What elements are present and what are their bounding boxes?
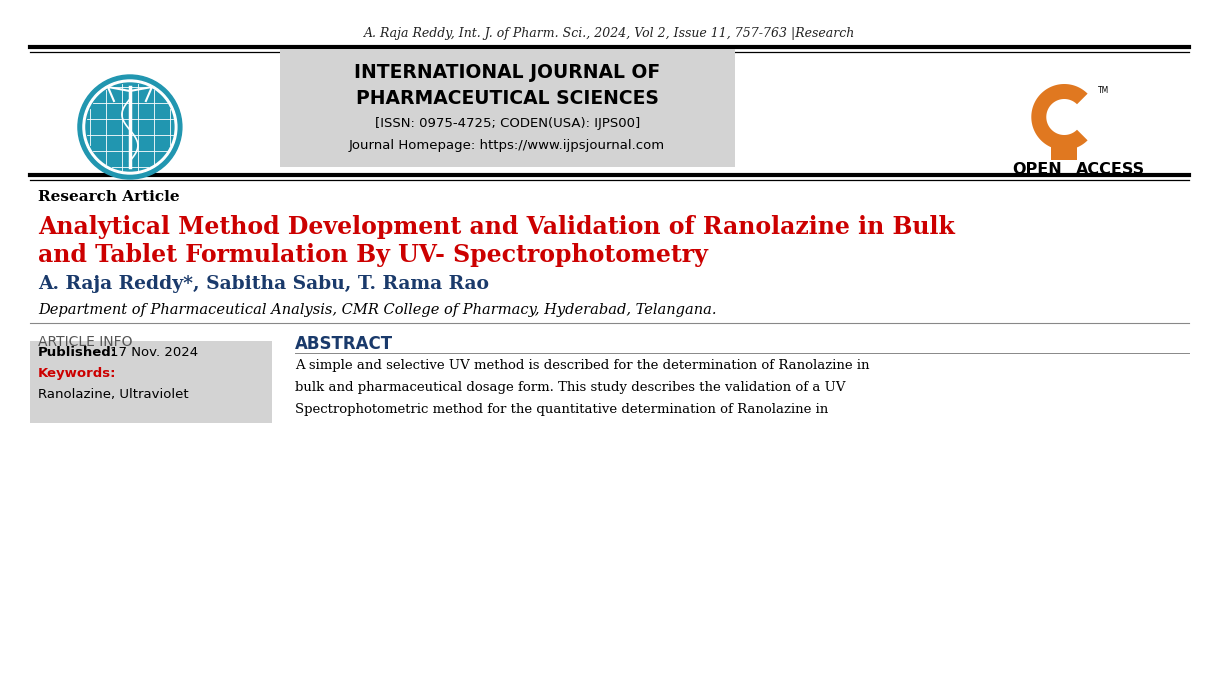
- Circle shape: [85, 83, 174, 171]
- Text: ABSTRACT: ABSTRACT: [295, 335, 393, 353]
- Text: 17 Nov. 2024: 17 Nov. 2024: [110, 346, 198, 359]
- Circle shape: [83, 80, 177, 174]
- Text: Journal Homepage: https://www.ijpsjournal.com: Journal Homepage: https://www.ijpsjourna…: [349, 139, 665, 152]
- Text: Research Article: Research Article: [38, 190, 179, 204]
- Text: ACCESS: ACCESS: [1076, 162, 1146, 177]
- FancyBboxPatch shape: [30, 341, 272, 423]
- Text: PHARMACEUTICAL SCIENCES: PHARMACEUTICAL SCIENCES: [356, 89, 659, 108]
- Text: TM: TM: [1098, 86, 1109, 95]
- FancyBboxPatch shape: [279, 49, 734, 167]
- Text: [ISSN: 0975-4725; CODEN(USA): IJPS00]: [ISSN: 0975-4725; CODEN(USA): IJPS00]: [375, 117, 639, 130]
- Text: Spectrophotometric method for the quantitative determination of Ranolazine in: Spectrophotometric method for the quanti…: [295, 403, 828, 416]
- Polygon shape: [1031, 84, 1087, 150]
- Text: INTERNATIONAL JOURNAL OF: INTERNATIONAL JOURNAL OF: [354, 63, 660, 82]
- Text: A. Raja Reddy*, Sabitha Sabu, T. Rama Rao: A. Raja Reddy*, Sabitha Sabu, T. Rama Ra…: [38, 275, 489, 293]
- Text: and Tablet Formulation By UV- Spectrophotometry: and Tablet Formulation By UV- Spectropho…: [38, 243, 708, 267]
- Text: ARTICLE INFO: ARTICLE INFO: [38, 335, 133, 349]
- Text: Analytical Method Development and Validation of Ranolazine in Bulk: Analytical Method Development and Valida…: [38, 215, 955, 239]
- Text: A simple and selective UV method is described for the determination of Ranolazin: A simple and selective UV method is desc…: [295, 359, 870, 372]
- Text: Published:: Published:: [38, 346, 117, 359]
- Text: Ranolazine, Ultraviolet: Ranolazine, Ultraviolet: [38, 388, 189, 401]
- Text: Keywords:: Keywords:: [38, 367, 116, 380]
- Text: Department of Pharmaceutical Analysis, CMR College of Pharmacy, Hyderabad, Telan: Department of Pharmaceutical Analysis, C…: [38, 303, 716, 317]
- Text: A. Raja Reddy, Int. J. of Pharm. Sci., 2024, Vol 2, Issue 11, 757-763 |Research: A. Raja Reddy, Int. J. of Pharm. Sci., 2…: [364, 27, 855, 40]
- Text: OPEN: OPEN: [1013, 162, 1063, 177]
- FancyBboxPatch shape: [1052, 142, 1077, 160]
- Text: bulk and pharmaceutical dosage form. This study describes the validation of a UV: bulk and pharmaceutical dosage form. Thi…: [295, 381, 845, 394]
- Circle shape: [78, 75, 182, 179]
